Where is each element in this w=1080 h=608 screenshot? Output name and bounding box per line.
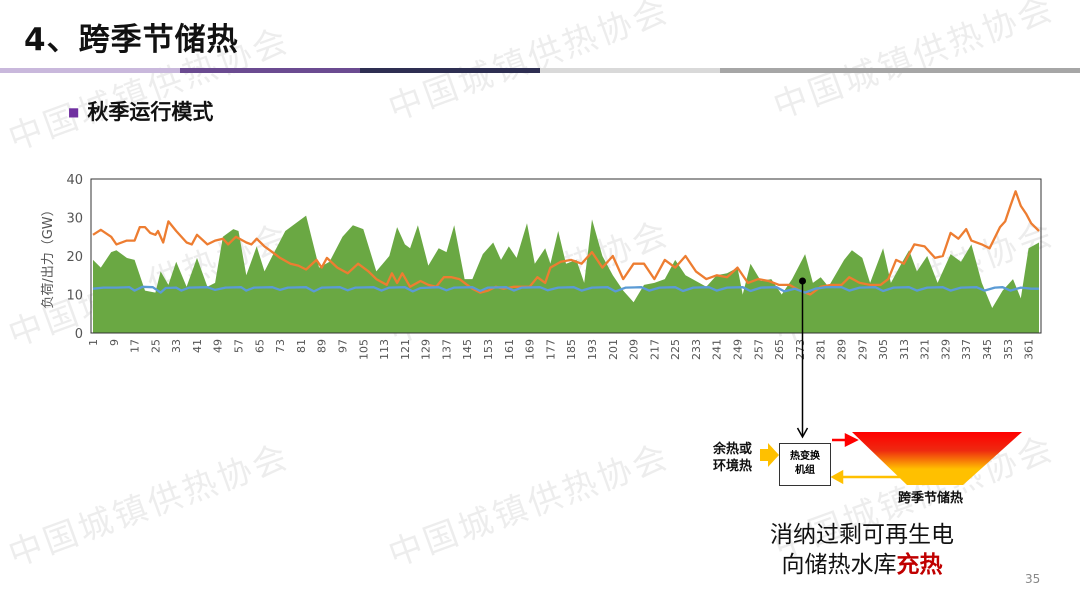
caption-line2: 向储热水库充热	[781, 552, 943, 578]
x-tick-label: 353	[1002, 339, 1015, 360]
x-tick-label: 313	[898, 339, 911, 360]
section-heading: ■ 秋季运行模式	[68, 96, 213, 126]
x-tick-label: 233	[690, 339, 703, 360]
hot-flow-arrow-icon	[832, 432, 859, 448]
y-tick-label: 30	[66, 212, 83, 227]
divider	[180, 68, 360, 73]
arrow-down-icon	[796, 427, 809, 439]
x-axis: 1 9 17 25 33 41 49 57 65 73 81 89 97 105 113 121 129 137 1…	[87, 339, 1036, 360]
x-tick-label: 25	[149, 339, 162, 353]
x-tick-label: 129	[420, 339, 433, 360]
x-tick-label: 73	[274, 339, 287, 353]
plot-area	[92, 190, 1040, 333]
plot-frame	[90, 178, 1042, 334]
x-tick-label: 57	[233, 339, 246, 353]
x-tick-label: 257	[752, 339, 765, 360]
section-heading-text: 秋季运行模式	[87, 100, 214, 124]
x-tick-label: 41	[191, 339, 204, 353]
y-tick-label: 40	[66, 173, 83, 188]
x-tick-label: 177	[544, 339, 557, 360]
caption-line1: 消纳过剩可再生电	[770, 522, 954, 548]
x-tick-label: 225	[669, 339, 682, 360]
x-tick-label: 321	[919, 339, 932, 360]
x-tick-label: 209	[628, 339, 641, 360]
x-tick-label: 329	[939, 339, 952, 360]
x-tick-label: 169	[524, 339, 537, 360]
x-tick-label: 89	[316, 339, 329, 353]
x-tick-label: 105	[357, 339, 370, 360]
divider	[0, 68, 180, 73]
x-tick-label: 193	[586, 339, 599, 360]
heat-source-label: 余热或 环境热	[713, 442, 753, 474]
x-tick-label: 113	[378, 339, 391, 360]
storage-tank	[852, 432, 1022, 485]
blue-line	[92, 285, 1039, 294]
x-tick-label: 161	[503, 339, 516, 360]
page-number: 35	[1025, 572, 1041, 586]
x-tick-label: 9	[108, 339, 121, 346]
y-tick-label: 0	[75, 327, 83, 342]
x-tick-label: 145	[461, 339, 474, 360]
x-tick-label: 81	[295, 339, 308, 353]
x-tick-label: 65	[253, 339, 266, 353]
x-tick-label: 249	[732, 339, 745, 360]
x-tick-label: 345	[981, 339, 994, 360]
charge-highlight: 充热	[896, 552, 943, 578]
x-tick-label: 297	[856, 339, 869, 360]
x-tick-label: 49	[212, 339, 225, 353]
x-tick-label: 97	[336, 339, 349, 353]
x-tick-label: 289	[835, 339, 848, 360]
storage-label: 跨季节储热	[898, 491, 964, 506]
x-tick-label: 273	[794, 339, 807, 360]
divider	[360, 68, 540, 73]
x-tick-label: 1	[87, 339, 100, 346]
x-tick-label: 265	[773, 339, 786, 360]
caption: 消纳过剩可再生电 向储热水库充热	[700, 520, 1024, 580]
x-tick-label: 17	[129, 339, 142, 353]
x-tick-label: 153	[482, 339, 495, 360]
return-flow-arrow-icon	[830, 469, 900, 485]
green-area	[93, 215, 1039, 333]
divider	[720, 68, 1080, 73]
x-tick-label: 337	[960, 339, 973, 360]
divider	[540, 68, 720, 73]
page-title: 4、跨季节储热	[24, 22, 239, 58]
y-axis-label: 负荷/出力（GW）	[41, 203, 56, 308]
x-tick-label: 137	[440, 339, 453, 360]
x-tick-label: 33	[170, 339, 183, 353]
x-tick-label: 121	[399, 339, 412, 360]
heat-in-arrow-icon	[760, 443, 779, 467]
y-tick-label: 20	[66, 250, 83, 265]
x-tick-label: 305	[877, 339, 890, 360]
x-tick-label: 201	[607, 339, 620, 360]
y-axis: 0 10 20 30 40	[66, 173, 83, 342]
x-tick-label: 241	[711, 339, 724, 360]
y-tick-label: 10	[66, 289, 83, 304]
x-tick-label: 217	[648, 339, 661, 360]
square-bullet-icon: ■	[68, 105, 80, 119]
x-tick-label: 281	[815, 339, 828, 360]
heat-exchanger-box: 热变换 机组	[779, 443, 831, 486]
x-tick-label: 361	[1023, 339, 1036, 360]
x-tick-label: 185	[565, 339, 578, 360]
